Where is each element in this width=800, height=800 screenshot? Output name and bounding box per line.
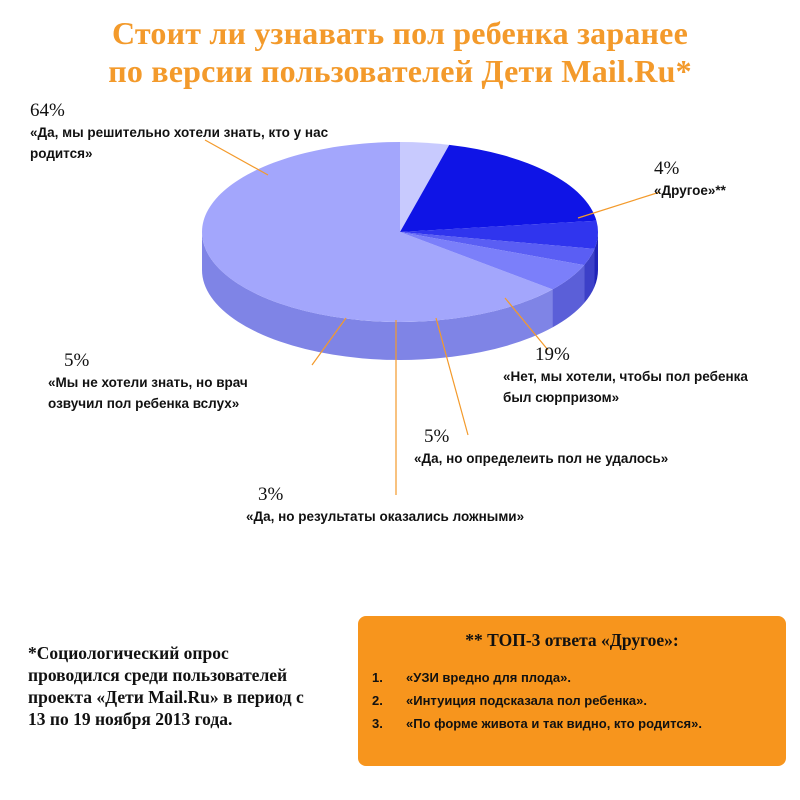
pie-slices-group <box>201 142 598 361</box>
label-other-line1: «Другое»** <box>654 183 726 198</box>
pie-slice-3 <box>400 220 598 249</box>
top3-box: ** ТОП-3 ответа «Другое»: 1. «УЗИ вредно … <box>358 616 786 766</box>
top3-item: 1. «УЗИ вредно для плода». <box>372 666 702 689</box>
pie-slice-2 <box>400 144 597 232</box>
label-false-results-pct: 3% <box>258 484 284 505</box>
label-yes-want: 64% «Да, мы решительно хотели знать, кто… <box>30 100 328 164</box>
top3-item: 2. «Интуиция подсказала пол ребенка». <box>372 689 702 712</box>
label-surprise: 19% «Нет, мы хотели, чтобы пол ребенка б… <box>503 344 748 408</box>
pie-slice-side <box>201 232 553 361</box>
label-failed-pct: 5% <box>424 426 450 447</box>
leader-line-19 <box>504 297 549 351</box>
leader-lines-group <box>204 139 661 495</box>
top3-item-num: 2. <box>372 693 383 708</box>
label-failed: 5% «Да, но определеить пол не удалось» <box>414 426 668 469</box>
label-other: 4% «Другое»** <box>654 158 726 201</box>
label-false-results: 3% «Да, но результаты оказались ложными» <box>246 484 524 527</box>
top3-list: 1. «УЗИ вредно для плода». 2. «Интуиция по… <box>372 666 702 735</box>
pie-slice-side <box>552 265 585 328</box>
label-surprise-pct: 19% <box>535 344 570 365</box>
chart-title-line1: Стоит ли узнавать пол ребенка заранее <box>112 15 688 51</box>
top3-item-num: 1. <box>372 670 383 685</box>
top3-item: 3. «По форме живота и так видно, кто роди… <box>372 712 702 735</box>
footnote-line4: 13 по 19 ноября 2013 года. <box>28 709 233 729</box>
footnote-line2: проводился среди пользователей <box>28 665 288 685</box>
leader-line-5-doctor <box>311 317 347 366</box>
chart-title-line2: по версии пользователей Дети Mail.Ru* <box>108 53 692 89</box>
pie-slice-1 <box>400 142 450 232</box>
pie-slice-4 <box>400 232 595 266</box>
top3-title: ** ТОП-3 ответа «Другое»: <box>465 630 679 650</box>
label-doctor-line2: озвучил пол ребенка вслух» <box>48 396 240 411</box>
label-surprise-line1: «Нет, мы хотели, чтобы пол ребенка <box>503 369 748 384</box>
label-yes-want-line1: «Да, мы решительно хотели знать, кто у н… <box>30 125 329 140</box>
label-yes-want-line2: родится» <box>30 146 93 161</box>
leader-line-4 <box>577 191 661 219</box>
footnote-line3: проекта «Дети Mail.Ru» в период с <box>28 687 304 707</box>
label-other-pct: 4% <box>654 158 680 179</box>
chart-title: Стоит ли узнавать пол ребенка заранее по… <box>0 14 800 90</box>
label-doctor-line1: «Мы не хотели знать, но врач <box>48 375 248 390</box>
label-false-results-line1: «Да, но результаты оказались ложными» <box>246 509 525 524</box>
label-doctor: 5% «Мы не хотели знать, но врач озвучил … <box>48 350 248 414</box>
pie-slice-side <box>594 232 598 287</box>
footnote: *Социологический опрос проводился среди … <box>28 642 348 730</box>
top3-item-text: «УЗИ вредно для плода». <box>406 670 571 685</box>
pie-slice-side <box>584 248 595 304</box>
leader-line-5-failed <box>435 317 469 436</box>
pie-slice-0 <box>202 142 553 322</box>
pie-slice-5 <box>400 232 585 290</box>
top3-item-num: 3. <box>372 716 383 731</box>
label-surprise-line2: был сюрпризом» <box>503 390 620 405</box>
top3-item-text: «По форме живота и так видно, кто родитс… <box>406 716 702 731</box>
top3-item-text: «Интуиция подсказала пол ребенка». <box>406 693 647 708</box>
leader-line-64 <box>204 139 269 176</box>
label-failed-line1: «Да, но определеить пол не удалось» <box>414 451 669 466</box>
label-yes-want-pct: 64% <box>30 100 65 121</box>
footnote-line1: *Социологический опрос <box>28 643 229 663</box>
label-doctor-pct: 5% <box>64 350 90 371</box>
